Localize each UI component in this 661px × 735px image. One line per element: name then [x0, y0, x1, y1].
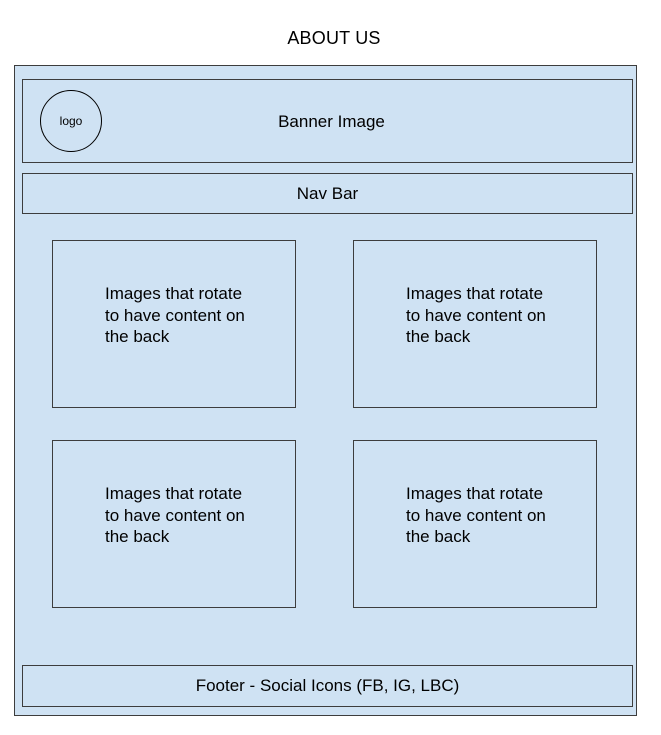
logo-label: logo: [59, 114, 83, 128]
nav-bar: Nav Bar: [22, 173, 633, 214]
image-card-text: Images that rotate to have content on th…: [105, 484, 245, 546]
wireframe-page: logo Banner Image Nav Bar Images that ro…: [14, 65, 637, 716]
image-card-2: Images that rotate to have content on th…: [353, 240, 597, 408]
footer: Footer - Social Icons (FB, IG, LBC): [22, 665, 633, 707]
image-card-1: Images that rotate to have content on th…: [52, 240, 296, 408]
page-title: ABOUT US: [287, 28, 381, 48]
image-card-3: Images that rotate to have content on th…: [52, 440, 296, 608]
nav-bar-label: Nav Bar: [296, 183, 359, 203]
banner-label: Banner Image: [278, 112, 385, 131]
footer-label: Footer - Social Icons (FB, IG, LBC): [195, 676, 460, 695]
image-card-text: Images that rotate to have content on th…: [406, 284, 546, 346]
banner: logo Banner Image: [22, 79, 633, 163]
image-card-4: Images that rotate to have content on th…: [353, 440, 597, 608]
image-card-text: Images that rotate to have content on th…: [406, 484, 546, 546]
logo: logo: [40, 90, 102, 152]
image-card-text: Images that rotate to have content on th…: [105, 284, 245, 346]
